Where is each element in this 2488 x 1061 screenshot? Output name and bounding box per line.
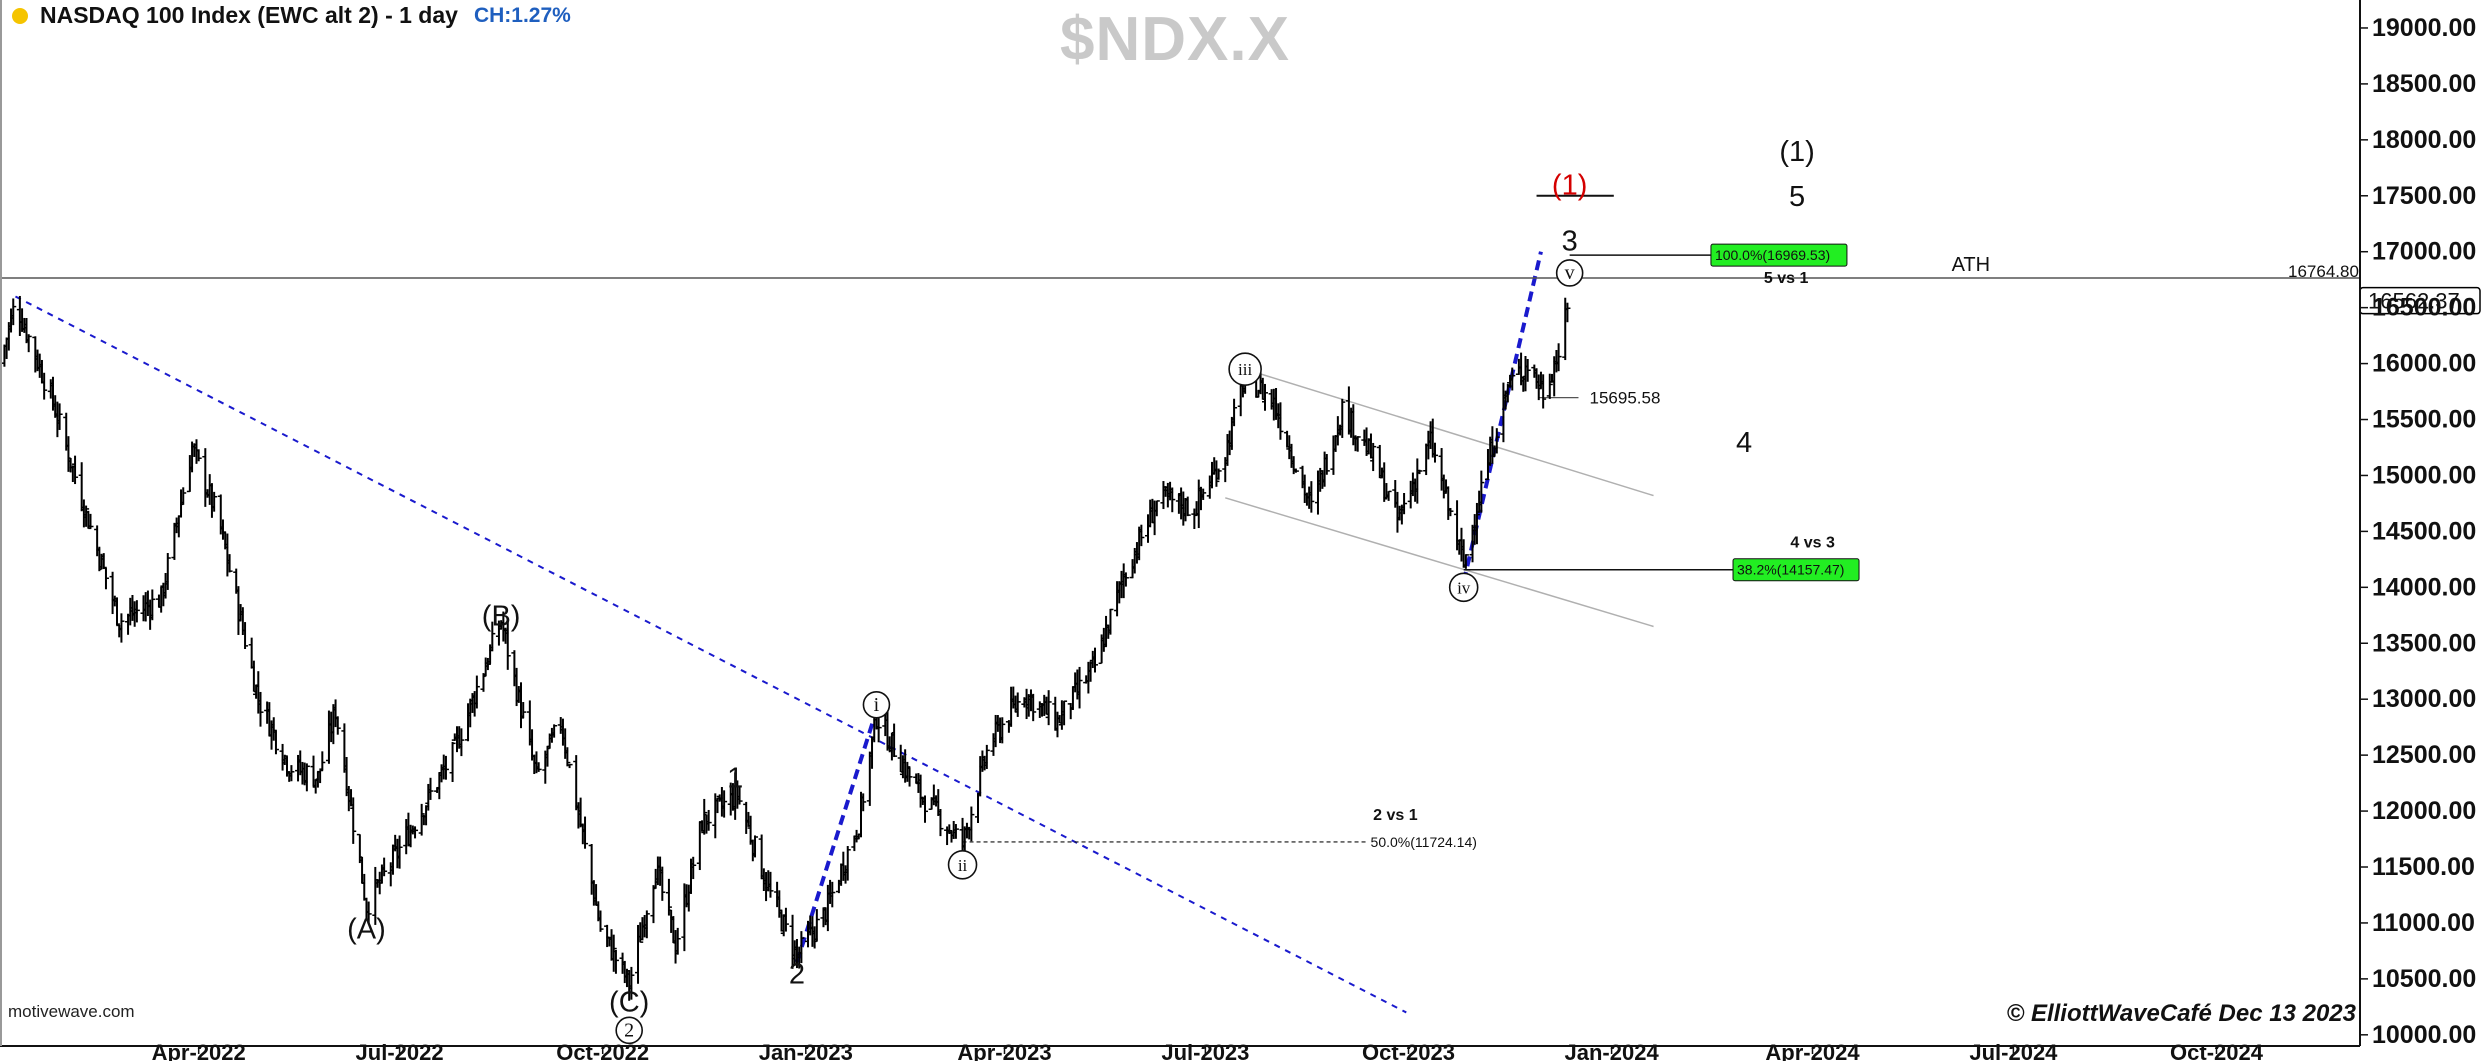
ath-value-label: 16764.80 [2288, 262, 2359, 281]
y-tick-label: 17500.00 [2372, 182, 2476, 210]
wave-label-9: iv [1457, 578, 1471, 597]
y-tick-label: 11500.00 [2372, 853, 2475, 881]
wave-label-14: 5 [1789, 181, 1805, 213]
wave-label-12: (1) [1552, 170, 1587, 202]
wave-label-13: 4 [1736, 427, 1752, 459]
wave-label-0: (A) [347, 914, 386, 946]
symbol-watermark: $NDX.X [1060, 5, 1290, 74]
fib-382-label: 38.2%(14157.47) [1737, 562, 1844, 578]
x-tick-label: Apr-2022 [152, 1040, 246, 1061]
trendline-1 [795, 709, 879, 963]
wave-label-7: ii [958, 856, 968, 875]
x-tick-label: Jul-2024 [1969, 1040, 2058, 1061]
trendline-0 [14, 295, 1407, 1014]
x-tick-label: Jan-2024 [1565, 1040, 1660, 1061]
y-tick-label: 18500.00 [2372, 70, 2476, 98]
copyright-label: © ElliottWaveCafé Dec 13 2023 [2006, 1000, 2356, 1027]
fib-382-box [1732, 558, 1860, 582]
price-bars [1, 295, 1571, 1001]
wave-label-10: v [1565, 262, 1575, 284]
fib-100-box [1710, 243, 1848, 267]
x-tick-label: Apr-2023 [957, 1040, 1051, 1061]
wave-label-5: 2 [789, 958, 805, 990]
y-tick-label: 15000.00 [2372, 461, 2476, 489]
y-tick-label: 11000.00 [2372, 909, 2475, 937]
wave-circle-9 [1448, 572, 1479, 603]
y-tick-label: 17000.00 [2372, 238, 2476, 266]
change-percent: CH:1.27% [473, 3, 571, 27]
y-tick-label: 12500.00 [2372, 741, 2476, 769]
fib-50-label: 50.0%(11724.14) [1371, 834, 1477, 850]
channel-layer [1225, 368, 1654, 628]
x-tick-label: Oct-2023 [1362, 1040, 1455, 1061]
fib-50-caption: 2 vs 1 [1373, 807, 1418, 824]
y-tick-label: 18000.00 [2372, 126, 2476, 154]
y-tick-label: 14500.00 [2372, 517, 2476, 545]
y-tick-label: 13000.00 [2372, 685, 2476, 713]
channel-line-0 [1244, 368, 1654, 497]
x-tick-label: Apr-2024 [1765, 1040, 1860, 1061]
last-price-label: 16562.37 [2368, 289, 2460, 314]
y-tick-label: 15500.00 [2372, 406, 2476, 434]
wave-label-11: 3 [1562, 226, 1578, 258]
brand-label: motivewave.com [8, 1002, 135, 1021]
wave-circle-3 [615, 1016, 643, 1045]
wave-label-8: iii [1238, 360, 1252, 379]
x-tick-label: Oct-2024 [2170, 1040, 2264, 1061]
x-tick-label: Jul-2022 [356, 1040, 444, 1061]
wave-label-2: (C) [609, 986, 649, 1018]
wave-label-1: (B) [482, 600, 521, 632]
wave-label-3: 2 [624, 1019, 634, 1041]
y-tick-label: 12000.00 [2372, 797, 2476, 825]
x-tick-label: Jan-2023 [759, 1040, 853, 1061]
low-value-label: 15695.58 [1590, 389, 1661, 408]
wave-label-6: i [874, 694, 880, 716]
x-tick-label: Oct-2022 [556, 1040, 649, 1061]
wave-circle-8 [1228, 352, 1262, 386]
y-tick-label: 19000.00 [2372, 14, 2476, 42]
channel-line-1 [1225, 497, 1654, 628]
y-tick-label: 13500.00 [2372, 629, 2476, 657]
wave-circle-10 [1555, 259, 1584, 287]
y-tick-label: 16000.00 [2372, 350, 2476, 378]
fib-100-caption: 5 vs 1 [1764, 270, 1809, 287]
y-tick-label: 14000.00 [2372, 573, 2476, 601]
ath-text-label: ATH [1952, 254, 1991, 276]
x-tick-label: Jul-2023 [1161, 1040, 1249, 1061]
y-tick-label: 16500.00 [2372, 294, 2476, 322]
chart-header: NASDAQ 100 Index (EWC alt 2) - 1 day CH:… [12, 2, 571, 29]
wave-label-4: 1 [727, 763, 743, 795]
y-tick-label: 10500.00 [2372, 965, 2476, 993]
fib-382-caption: 4 vs 3 [1790, 535, 1835, 552]
y-tick-label: 10000.00 [2372, 1021, 2476, 1049]
wave-label-15: (1) [1779, 136, 1814, 168]
status-dot-icon [12, 7, 28, 24]
levels-layer: 16764.80 ATH 16562.37 100.0%(16969.53) 5 vs … [0, 194, 2481, 850]
fib-100-label: 100.0%(16969.53) [1715, 247, 1830, 263]
wave-circle-7 [947, 849, 978, 880]
wave-circle-6 [862, 690, 891, 719]
chart-title: NASDAQ 100 Index (EWC alt 2) - 1 day [40, 2, 458, 28]
